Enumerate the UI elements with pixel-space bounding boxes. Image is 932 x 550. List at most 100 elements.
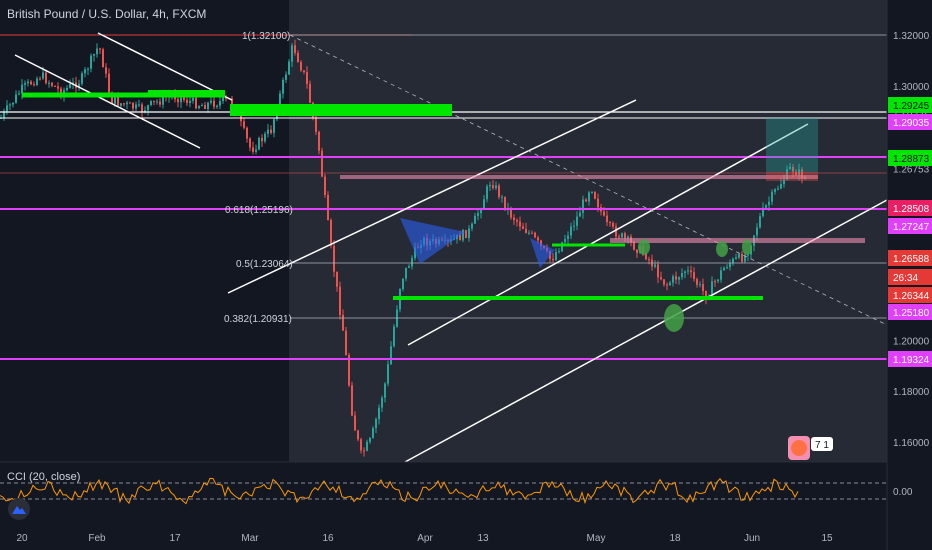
candle-body xyxy=(324,176,326,195)
candle-body xyxy=(39,78,41,80)
price-tag-bg xyxy=(888,250,932,266)
candle-body xyxy=(105,67,107,74)
candle-body xyxy=(498,185,500,197)
candle-body xyxy=(354,415,356,431)
resistance-zone xyxy=(340,175,818,179)
candle-body xyxy=(582,199,584,213)
time-tick: Apr xyxy=(417,533,433,544)
candle-body xyxy=(264,133,266,142)
candle-body xyxy=(702,284,704,291)
candle-body xyxy=(129,102,131,104)
candle-body xyxy=(723,267,725,271)
candle-body xyxy=(627,236,629,239)
candle-body xyxy=(525,228,527,233)
candle-body xyxy=(387,364,389,384)
candle-body xyxy=(663,279,665,285)
candle-body xyxy=(558,251,560,253)
price-tick: 1.16000 xyxy=(893,438,930,449)
candle-body xyxy=(528,232,530,234)
candle-body xyxy=(138,104,140,106)
candle-body xyxy=(366,441,368,451)
candle-body xyxy=(504,196,506,209)
candle-body xyxy=(336,271,338,287)
candle-body xyxy=(501,196,503,198)
candle-body xyxy=(111,92,113,104)
candle-body xyxy=(534,232,536,238)
trend-line xyxy=(14,54,201,149)
candle-body xyxy=(132,102,134,109)
candle-body xyxy=(564,239,566,243)
candle-body xyxy=(756,227,758,236)
candle-body xyxy=(414,247,416,258)
trend-line xyxy=(289,34,888,326)
price-tag-bg xyxy=(888,150,932,166)
candle-body xyxy=(495,185,497,189)
candle-body xyxy=(405,267,407,279)
time-tick: 13 xyxy=(477,533,489,544)
candle-body xyxy=(159,101,161,105)
candle-body xyxy=(681,273,683,278)
time-tick: Jun xyxy=(744,533,760,544)
price-axis[interactable]: 1.320001.300001.289921.287311.286631.267… xyxy=(888,31,932,449)
price-tag-bg xyxy=(888,200,932,216)
candle-body xyxy=(390,346,392,365)
candle-body xyxy=(786,169,788,180)
candle-body xyxy=(252,147,254,152)
candle-body xyxy=(687,270,689,272)
candle-body xyxy=(795,171,797,176)
candle-body xyxy=(471,223,473,229)
candle-body xyxy=(468,228,470,238)
candle-body xyxy=(36,78,38,86)
fib-level-label: 0.5(1.23064) xyxy=(236,259,293,270)
highlight-region xyxy=(289,0,887,462)
cci-axis-value: 0.00 xyxy=(893,487,913,498)
candle-body xyxy=(531,232,533,234)
candle-body xyxy=(24,83,26,85)
candle-body xyxy=(579,212,581,217)
candle-body xyxy=(624,233,626,239)
candle-body xyxy=(300,62,302,71)
time-tick: 20 xyxy=(16,533,28,544)
candle-body xyxy=(522,226,524,229)
candle-body xyxy=(42,72,44,79)
candle-body xyxy=(321,150,323,177)
candle-body xyxy=(18,93,20,95)
candle-body xyxy=(612,223,614,227)
candle-body xyxy=(210,100,212,103)
candle-body xyxy=(99,48,101,50)
candle-body xyxy=(792,167,794,172)
time-tick: 18 xyxy=(669,533,681,544)
candle-body xyxy=(747,254,749,256)
candle-body xyxy=(90,55,92,69)
candle-body xyxy=(141,104,143,112)
candle-body xyxy=(180,97,182,103)
price-tag: 1.28873 xyxy=(888,150,932,166)
candle-body xyxy=(213,100,215,107)
time-axis[interactable]: 20 Feb 17 Mar 16 Apr 13 May 18 Jun 15 xyxy=(16,533,833,544)
candle-body xyxy=(201,105,203,107)
candle-body xyxy=(573,225,575,227)
candle-body xyxy=(273,119,275,133)
candle-body xyxy=(261,137,263,142)
candle-body xyxy=(588,192,590,202)
price-tag: 1.29245 xyxy=(888,97,932,113)
candle-body xyxy=(606,215,608,223)
candle-body xyxy=(777,188,779,190)
candle-body xyxy=(285,74,287,80)
candle-body xyxy=(729,263,731,268)
sticker-badge: 7 1 xyxy=(788,436,833,460)
candle-body xyxy=(12,102,14,105)
candle-body xyxy=(798,169,800,176)
trend-line xyxy=(407,123,809,346)
candle-body xyxy=(243,121,245,128)
candle-body xyxy=(351,385,353,416)
time-tick: Feb xyxy=(88,533,106,544)
tradingview-logo[interactable] xyxy=(8,498,30,520)
candle-body xyxy=(474,215,476,224)
price-tag-bg xyxy=(888,97,932,113)
price-tag-bg xyxy=(888,287,932,303)
candle-body xyxy=(258,137,260,150)
candle-body xyxy=(633,242,635,250)
candle-body xyxy=(249,138,251,148)
